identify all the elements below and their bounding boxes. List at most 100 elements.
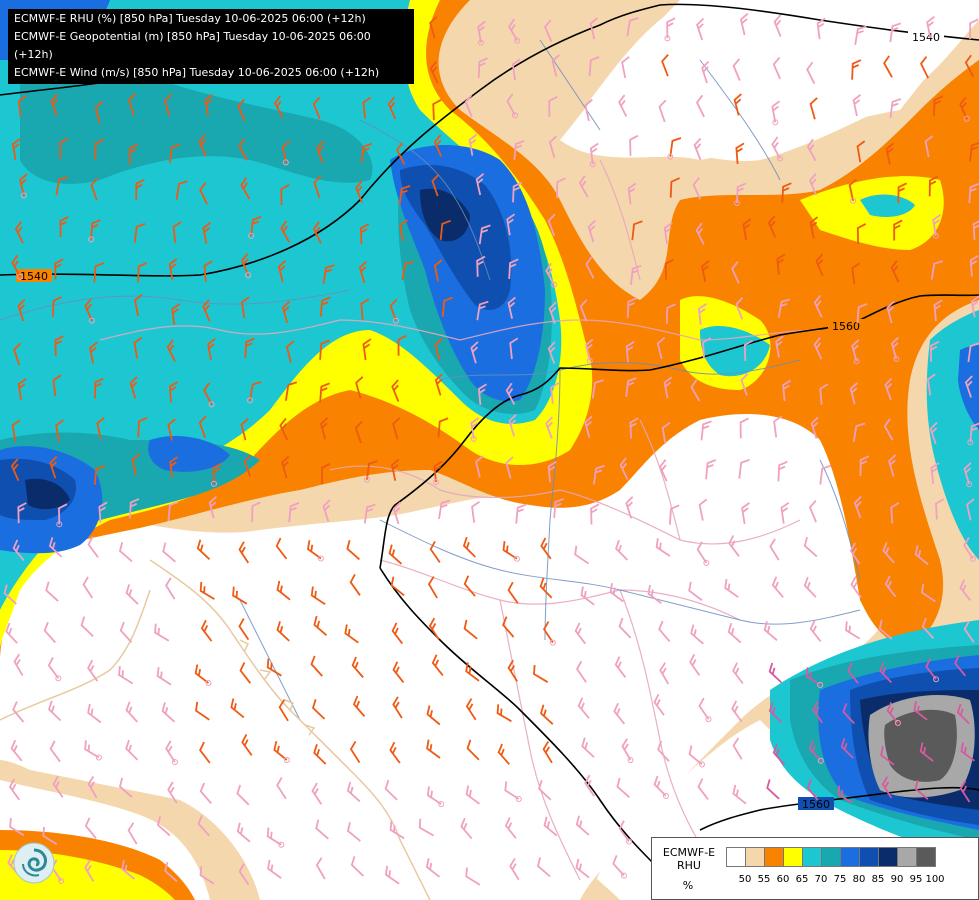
legend-unit: % (682, 879, 694, 892)
legend-swatch (916, 847, 936, 867)
wind-barb (322, 499, 331, 522)
wind-barb (433, 259, 443, 282)
wind-barb (434, 337, 443, 361)
wind-barb (312, 221, 322, 244)
wind-barb (963, 620, 975, 643)
wind-barb (129, 498, 140, 519)
wind-barb (162, 542, 176, 563)
wind-barb (204, 94, 214, 116)
wind-barb (647, 584, 662, 605)
wind-barb (9, 817, 25, 837)
wind-barb (118, 542, 133, 563)
wind-barb (438, 499, 451, 520)
wind-barb (548, 135, 558, 158)
wind-barb (428, 617, 440, 640)
wind-barb (322, 264, 335, 284)
wind-barb (768, 662, 783, 684)
wind-barb (267, 859, 282, 879)
wind-barb (613, 702, 626, 725)
wind-barb (82, 576, 94, 599)
wind-barb (853, 495, 862, 519)
wind-barb (705, 459, 717, 480)
wind-barb (50, 93, 59, 117)
wind-barb (278, 699, 289, 722)
wind-barb (390, 576, 405, 597)
wind-barb (663, 376, 673, 399)
map-title-box: ECMWF-E RHU (%) [850 hPa] Tuesday 10-06-… (8, 9, 414, 84)
wind-barb (728, 535, 740, 557)
wind-barb (12, 701, 25, 723)
wind-barb (154, 623, 170, 642)
wind-barb (432, 99, 442, 121)
wind-barb (885, 142, 895, 165)
wind-barb (809, 97, 818, 120)
wind-barb (313, 744, 327, 765)
wind-barb (585, 338, 594, 364)
wind-barb (741, 502, 750, 525)
wind-barb (56, 503, 68, 528)
wind-barb (614, 656, 627, 678)
wind-barb (540, 704, 554, 725)
wind-barb (460, 817, 473, 840)
contour-label-bg (798, 797, 834, 810)
contour-label-bg (908, 30, 944, 43)
wind-barb (203, 260, 213, 282)
wind-barb (777, 298, 791, 318)
wind-barb (956, 703, 970, 725)
wind-barb (738, 458, 750, 479)
wind-barb (574, 545, 590, 565)
wind-barb (52, 775, 64, 798)
wind-barb (589, 142, 599, 168)
wind-barb (688, 581, 703, 602)
wind-barb (878, 619, 893, 640)
wind-barb (667, 137, 682, 160)
wind-barb (316, 140, 325, 164)
wind-barb (588, 56, 600, 77)
wind-barb (431, 173, 440, 197)
wind-barb (780, 501, 790, 524)
wind-barb (276, 621, 290, 642)
wind-barb (389, 741, 401, 764)
wind-barb (656, 336, 666, 360)
wind-barb (384, 865, 400, 885)
wind-barb (669, 504, 680, 525)
wind-barb (845, 621, 861, 640)
wind-barb (475, 455, 484, 478)
ecmwf-swirl-logo-icon (13, 842, 55, 884)
wind-barb (125, 701, 138, 723)
country-borders (99, 159, 821, 881)
wind-barb (244, 337, 255, 358)
contour-label-1540-east: 1540 (912, 31, 940, 44)
wind-barb (548, 96, 558, 117)
wind-barb (969, 141, 979, 162)
wind-barb (433, 134, 443, 157)
contour-label-bg (16, 269, 52, 282)
wind-barb (238, 541, 250, 564)
wind-barb (693, 137, 702, 161)
wind-barb (883, 55, 893, 78)
wind-barb (842, 703, 855, 725)
wind-barb (280, 220, 290, 243)
wind-barb (198, 134, 207, 157)
wind-barb (690, 624, 704, 645)
legend-title-line1: ECMWF-E (662, 846, 716, 859)
wind-barb (133, 294, 143, 317)
wind-barb (967, 422, 979, 446)
wind-barb (240, 253, 252, 279)
wind-barb (475, 173, 485, 196)
wind-barb (127, 822, 138, 845)
wind-barb (803, 576, 817, 598)
wind-barb (659, 459, 668, 482)
legend-swatch (859, 847, 879, 867)
legend-title: ECMWF-E RHU (656, 846, 722, 872)
wind-barb (553, 497, 565, 519)
wind-barb (776, 253, 786, 276)
wind-barb (48, 537, 63, 558)
wind-barb (172, 221, 182, 243)
wind-barb (362, 96, 372, 119)
wind-barb (625, 377, 637, 398)
wind-barb (697, 778, 709, 801)
wind-barb (618, 617, 632, 639)
wind-barb (659, 662, 670, 685)
wind-barb (243, 454, 252, 477)
